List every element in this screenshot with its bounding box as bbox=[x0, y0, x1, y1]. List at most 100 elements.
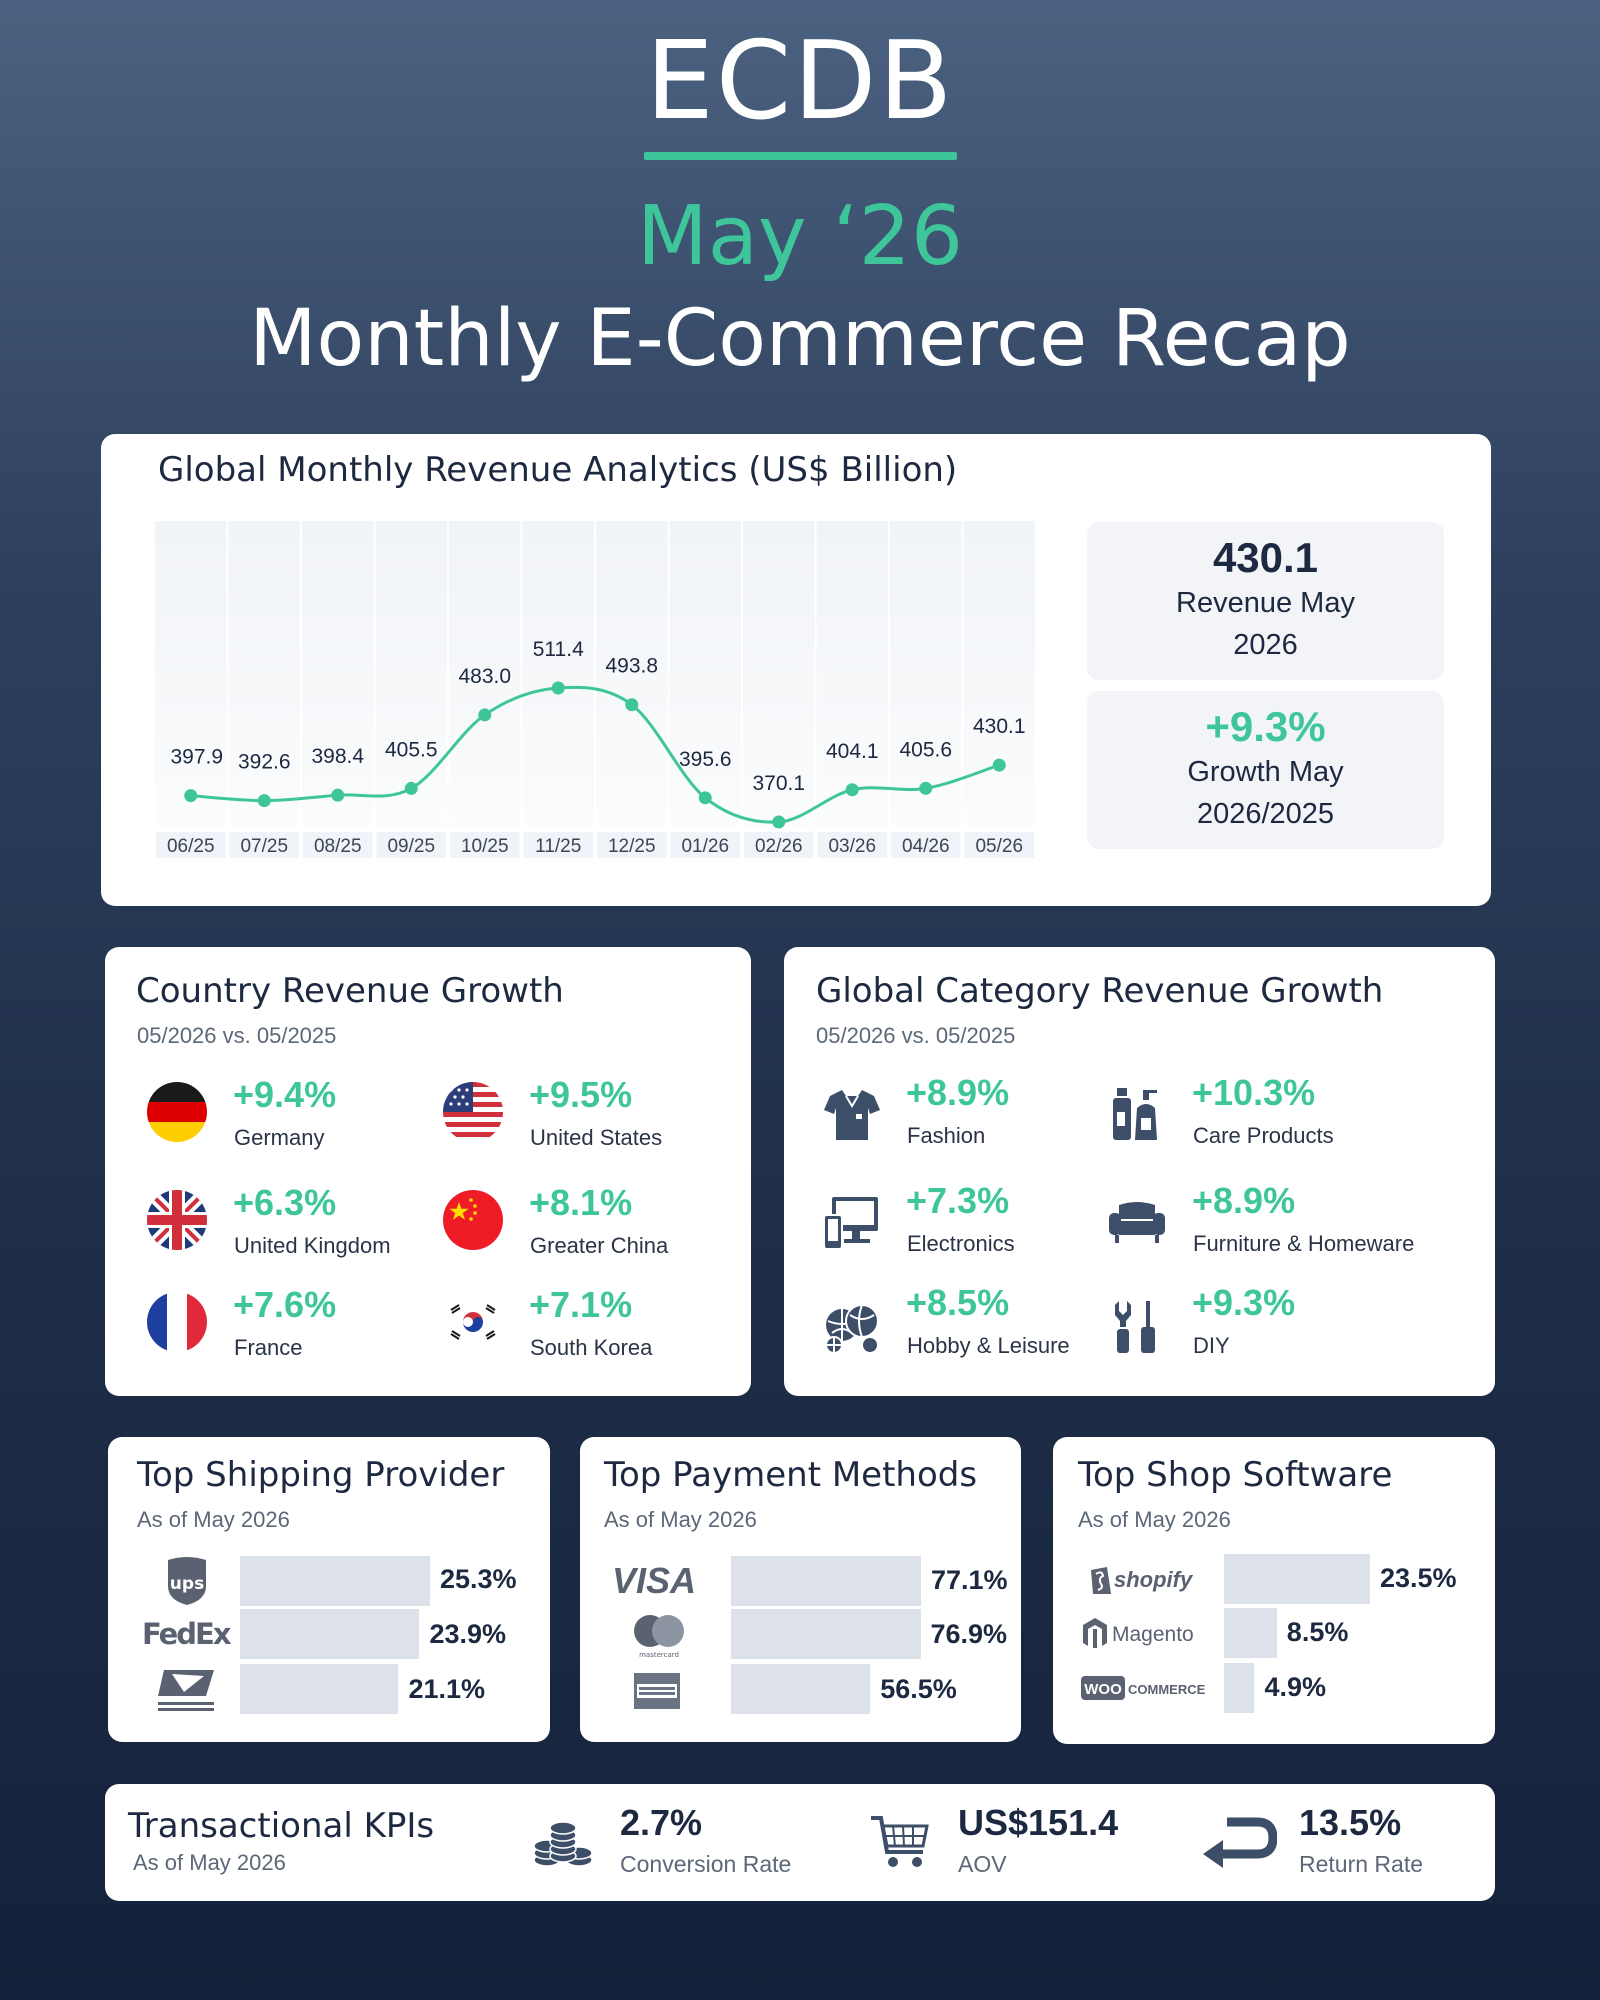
x-tick-label: 07/25 bbox=[240, 836, 288, 857]
revenue-card-title: Global Monthly Revenue Analytics (US$ Bi… bbox=[158, 450, 958, 490]
revenue-data-point bbox=[625, 698, 639, 712]
category-value-fashion: +8.9% bbox=[906, 1072, 1010, 1113]
x-tick-label: 03/26 bbox=[828, 836, 876, 857]
x-tick-box bbox=[891, 832, 961, 858]
revenue-stat-value: 430.1 bbox=[1212, 534, 1319, 581]
shipping-value-usps: 21.1% bbox=[408, 1674, 486, 1704]
devices-icon bbox=[823, 1197, 878, 1250]
svg-text:mastercard: mastercard bbox=[639, 1651, 679, 1659]
revenue-data-point bbox=[257, 794, 271, 808]
kpi-card-title: Transactional KPIs bbox=[128, 1806, 435, 1846]
growth-stat-label-2: 2026/2025 bbox=[1196, 798, 1335, 830]
x-tick-label: 01/26 bbox=[681, 836, 729, 857]
uk-flag-icon bbox=[147, 1190, 207, 1250]
x-tick-box bbox=[523, 832, 593, 858]
kpi-label-return: Return Rate bbox=[1299, 1851, 1424, 1877]
chart-column-bg bbox=[890, 521, 962, 826]
us-flag-icon bbox=[443, 1082, 503, 1142]
coins-icon bbox=[533, 1821, 593, 1867]
shipping-card-subtitle: As of May 2026 bbox=[137, 1507, 290, 1532]
payment-value-amex: 56.5% bbox=[880, 1674, 957, 1704]
revenue-data-label: 397.9 bbox=[170, 746, 223, 769]
tools-icon bbox=[1115, 1301, 1155, 1353]
category-label-fashion: Fashion bbox=[907, 1123, 986, 1148]
x-tick-box bbox=[376, 832, 446, 858]
chart-column-bg bbox=[596, 521, 668, 826]
country-value-south-korea: +7.1% bbox=[529, 1284, 633, 1325]
country-card-title: Country Revenue Growth bbox=[136, 971, 564, 1011]
chart-column-bg bbox=[302, 521, 374, 826]
bottles-icon bbox=[1113, 1088, 1157, 1140]
france-flag-icon bbox=[147, 1292, 207, 1352]
growth-stat-box: +9.3% Growth May 2026/2025 bbox=[1087, 691, 1444, 849]
shop-bar-magento bbox=[1224, 1608, 1277, 1658]
x-tick-box bbox=[229, 832, 299, 858]
chart-column-bg bbox=[522, 521, 594, 826]
kpi-label-conversion: Conversion Rate bbox=[620, 1851, 792, 1877]
country-label-south-korea: South Korea bbox=[530, 1335, 653, 1360]
shipping-bar-fedex bbox=[240, 1609, 420, 1659]
chart-column-bg bbox=[375, 521, 447, 826]
svg-text:woocommerce: woocommerce bbox=[1081, 1702, 1088, 1703]
chart-column-bg bbox=[228, 521, 300, 826]
category-value-care: +10.3% bbox=[1192, 1072, 1316, 1113]
revenue-data-point bbox=[551, 681, 565, 695]
cart-icon bbox=[871, 1816, 929, 1867]
brand-logo: ECDB bbox=[645, 19, 955, 144]
category-label-care: Care Products bbox=[1193, 1123, 1334, 1148]
category-value-electronics: +7.3% bbox=[906, 1180, 1010, 1221]
shop-value-magento: 8.5% bbox=[1286, 1617, 1349, 1647]
country-card-subtitle: 05/2026 vs. 05/2025 bbox=[137, 1023, 337, 1048]
shipping-value-ups: 25.3% bbox=[440, 1564, 517, 1594]
country-value-china: +8.1% bbox=[529, 1182, 633, 1223]
x-tick-box bbox=[744, 832, 814, 858]
page-title: Monthly E-Commerce Recap bbox=[249, 294, 1351, 384]
chart-column-bg bbox=[155, 521, 227, 826]
x-tick-label: 02/26 bbox=[755, 836, 803, 857]
chart-column-bg bbox=[669, 521, 741, 826]
payment-bar-mastercard bbox=[731, 1609, 921, 1659]
chart-column-bg bbox=[963, 521, 1035, 826]
shipping-value-fedex: 23.9% bbox=[429, 1619, 507, 1649]
shirt-icon bbox=[824, 1090, 880, 1140]
revenue-line-chart: 06/25 07/25 08/25 09/25 10/25 11/25 12/25 01/26… bbox=[155, 521, 1035, 858]
shop-card-subtitle: As of May 2026 bbox=[1078, 1507, 1231, 1532]
sofa-icon bbox=[1109, 1202, 1165, 1243]
shipping-card-title: Top Shipping Provider bbox=[137, 1455, 505, 1495]
shopify-logo-icon: shopify bbox=[1091, 1567, 1194, 1594]
woocommerce-logo-icon: WOO COMMERCE woocommerce bbox=[1081, 1676, 1206, 1703]
revenue-stat-box: 430.1 Revenue May 2026 bbox=[1087, 522, 1444, 680]
revenue-data-label: 392.6 bbox=[238, 751, 291, 774]
x-tick-box bbox=[156, 832, 226, 858]
kpi-label-aov: AOV bbox=[958, 1851, 1007, 1877]
kpi-card-subtitle: As of May 2026 bbox=[133, 1850, 286, 1875]
brand-underline bbox=[644, 152, 957, 160]
country-label-uk: United Kingdom bbox=[234, 1233, 391, 1258]
visa-logo-icon: VISA bbox=[612, 1560, 696, 1601]
category-label-furniture: Furniture & Homeware bbox=[1193, 1231, 1415, 1256]
shipping-provider-card: Top Shipping Provider As of May 2026 ups… bbox=[108, 1437, 550, 1742]
growth-stat-label-1: Growth May bbox=[1187, 756, 1344, 788]
kpi-value-aov: US$151.4 bbox=[958, 1802, 1119, 1843]
revenue-data-point bbox=[478, 708, 492, 722]
x-tick-box bbox=[303, 832, 373, 858]
germany-flag-icon bbox=[147, 1082, 207, 1142]
payment-card-title: Top Payment Methods bbox=[604, 1455, 978, 1495]
ups-logo-icon: ups bbox=[168, 1557, 206, 1605]
x-tick-label: 06/25 bbox=[167, 836, 215, 857]
revenue-data-label: 395.6 bbox=[679, 748, 732, 771]
category-label-hobby: Hobby & Leisure bbox=[907, 1333, 1070, 1358]
amex-logo-icon bbox=[634, 1673, 680, 1709]
revenue-data-label: 493.8 bbox=[605, 655, 658, 678]
revenue-data-point bbox=[698, 791, 712, 805]
chart-column-bg bbox=[816, 521, 888, 826]
revenue-stat-label-2: 2026 bbox=[1233, 629, 1298, 661]
svg-text:shopify: shopify bbox=[1114, 1567, 1194, 1592]
transactional-kpis-card: Transactional KPIs As of May 2026 2.7% C… bbox=[105, 1784, 1495, 1901]
category-value-hobby: +8.5% bbox=[906, 1282, 1010, 1323]
report-month: May ‘26 bbox=[637, 189, 963, 284]
payment-value-mastercard: 76.9% bbox=[930, 1619, 1008, 1649]
revenue-data-label: 483.0 bbox=[458, 665, 511, 688]
svg-text:WOO: WOO bbox=[1084, 1681, 1122, 1698]
x-tick-label: 05/26 bbox=[975, 836, 1023, 857]
